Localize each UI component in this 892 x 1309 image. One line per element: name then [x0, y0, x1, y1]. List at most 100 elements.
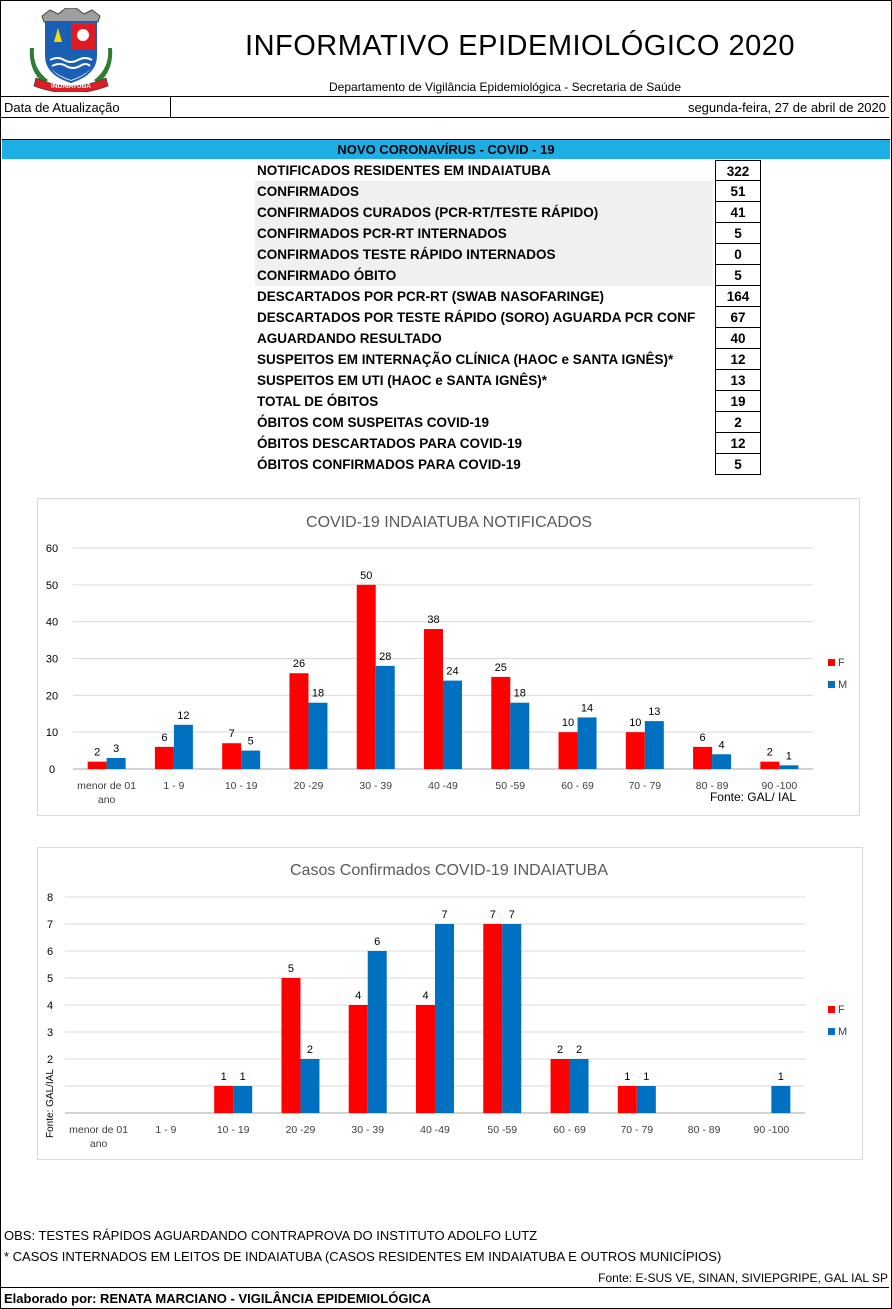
stat-row: NOTIFICADOS RESIDENTES EM INDAIATUBA 322 — [255, 160, 761, 181]
bar-f — [356, 584, 376, 769]
x-tick-label: 10 - 19 — [217, 1124, 250, 1136]
bar-f — [483, 924, 503, 1113]
bar-f — [289, 673, 309, 769]
stat-row: AGUARDANDO RESULTADO 40 — [255, 328, 761, 349]
y-tick-label: 5 — [47, 973, 53, 985]
data-label: 10 — [629, 717, 641, 729]
notified-chart: COVID-19 INDAIATUBA NOTIFICADOS 0 10 20 30 40… — [37, 498, 860, 816]
data-label: 38 — [427, 614, 439, 626]
chart-source-note: Fonte: GAL/ IAL — [710, 790, 796, 804]
x-tick-line: ano — [90, 1138, 108, 1150]
stat-label: CONFIRMADOS — [255, 181, 713, 202]
legend-swatch-m — [828, 681, 835, 688]
bar-m — [569, 1059, 589, 1113]
y-tick-label: 40 — [46, 617, 58, 629]
y-tick-label: 2 — [47, 1054, 53, 1066]
update-row: Data de Atualização segunda-feira, 27 de… — [1, 96, 889, 118]
data-label: 6 — [700, 732, 706, 744]
stat-row: CONFIRMADOS CURADOS (PCR-RT/TESTE RÁPIDO… — [255, 202, 761, 223]
data-label: 6 — [161, 732, 167, 744]
stat-row: CONFIRMADOS 51 — [255, 181, 761, 202]
chart-svg: Casos Confirmados COVID-19 INDAIATUBA 2 3 4… — [45, 862, 847, 1150]
x-tick-line: menor de 01 — [69, 1124, 128, 1136]
bar-m — [367, 951, 387, 1113]
update-divider — [170, 97, 171, 117]
bar-m — [636, 1086, 656, 1113]
chart-svg: COVID-19 INDAIATUBA NOTIFICADOS 0 10 20 30 40… — [46, 514, 847, 806]
data-label: 1 — [240, 1071, 246, 1083]
x-tick-label: 10 - 19 — [225, 780, 258, 792]
x-tick-line: menor de 01 — [77, 780, 136, 792]
chart-title: COVID-19 INDAIATUBA NOTIFICADOS — [306, 514, 592, 531]
stat-value: 322 — [715, 160, 761, 181]
data-label: 26 — [293, 658, 305, 670]
x-tick-label: menor de 01 ano — [69, 1124, 128, 1150]
data-label: 18 — [514, 688, 526, 700]
data-label: 5 — [248, 736, 254, 748]
data-label: 1 — [624, 1071, 630, 1083]
bar-f — [214, 1086, 234, 1113]
stat-label: DESCARTADOS POR PCR-RT (SWAB NASOFARINGE… — [257, 289, 605, 304]
stat-value: 13 — [715, 370, 761, 391]
stat-label: ÓBITOS COM SUSPEITAS COVID-19 — [257, 415, 490, 430]
y-tick-label: 0 — [49, 764, 55, 776]
source-note: Fonte: E-SUS VE, SINAN, SIVIEPGRIPE, GAL… — [598, 1271, 888, 1285]
x-tick-label: 50 -59 — [495, 780, 525, 792]
stat-row: CONFIRMADOS TESTE RÁPIDO INTERNADOS 0 — [255, 244, 761, 265]
data-label: 24 — [446, 666, 458, 678]
x-tick-label: 80 - 89 — [696, 780, 729, 792]
stat-value: 40 — [715, 328, 761, 349]
stat-label: CONFIRMADOS PCR-RT INTERNADOS — [255, 223, 713, 244]
bar-m — [233, 1086, 253, 1113]
bar-f — [348, 1005, 368, 1113]
stat-value: 0 — [715, 244, 761, 265]
legend-swatch-m — [828, 1028, 835, 1035]
bar-m — [510, 702, 530, 769]
y-tick-label: 6 — [47, 946, 53, 958]
bar-f — [625, 732, 645, 769]
x-tick-label: 50 -59 — [487, 1124, 517, 1136]
bar-f — [693, 746, 713, 769]
obs-note-2: * CASOS INTERNADOS EM LEITOS DE INDAIATU… — [4, 1249, 722, 1264]
y-tick-label: 10 — [46, 727, 58, 739]
y-tick-label: 8 — [47, 892, 53, 904]
stat-row: SUSPEITOS EM UTI (HAOC e SANTA IGNÊS)* 13 — [255, 370, 761, 391]
data-label: 13 — [648, 706, 660, 718]
stat-value: 12 — [715, 349, 761, 370]
data-label: 4 — [422, 990, 428, 1002]
city-coat-of-arms-logo: INDAIATUBA — [29, 8, 113, 92]
data-label: 2 — [767, 747, 773, 759]
bar-f — [491, 676, 511, 769]
stat-label: CONFIRMADO ÓBITO — [255, 265, 713, 286]
data-label: 7 — [229, 728, 235, 740]
legend-label: M — [838, 679, 847, 691]
x-tick-label: 30 - 39 — [351, 1124, 384, 1136]
stat-label: CONFIRMADOS CURADOS (PCR-RT/TESTE RÁPIDO… — [255, 202, 713, 223]
bar-m — [779, 765, 799, 769]
x-tick-label: 90 -100 — [754, 1124, 790, 1136]
stat-value: 5 — [715, 265, 761, 286]
data-label: 4 — [355, 990, 361, 1002]
x-tick-label: 40 -49 — [420, 1124, 450, 1136]
chart-title: Casos Confirmados COVID-19 INDAIATUBA — [290, 862, 608, 879]
update-date: segunda-feira, 27 de abril de 2020 — [687, 100, 886, 115]
bar-f — [281, 978, 301, 1113]
data-label: 1 — [786, 750, 792, 762]
stat-row: DESCARTADOS POR TESTE RÁPIDO (SORO) AGUA… — [255, 307, 761, 328]
data-label: 18 — [312, 688, 324, 700]
y-tick-label: 60 — [46, 543, 58, 555]
y-tick-label: 50 — [46, 580, 58, 592]
bar-m — [308, 702, 328, 769]
page-subtitle: Departamento de Vigilância Epidemiológic… — [329, 80, 681, 94]
bar-m — [106, 757, 126, 769]
page-title: INFORMATIVO EPIDEMIOLÓGICO 2020 — [245, 30, 795, 62]
data-label: 50 — [360, 570, 372, 582]
bar-m — [577, 717, 597, 769]
stat-value: 5 — [715, 454, 761, 475]
y-tick-label: 20 — [46, 690, 58, 702]
stat-value: 164 — [715, 286, 761, 307]
x-tick-label: 80 - 89 — [688, 1124, 721, 1136]
x-tick-line: ano — [98, 794, 116, 806]
section-band: NOVO CORONAVÍRUS - COVID - 19 — [2, 139, 890, 159]
confirmed-chart: Casos Confirmados COVID-19 INDAIATUBA 2 3 4… — [37, 847, 863, 1160]
